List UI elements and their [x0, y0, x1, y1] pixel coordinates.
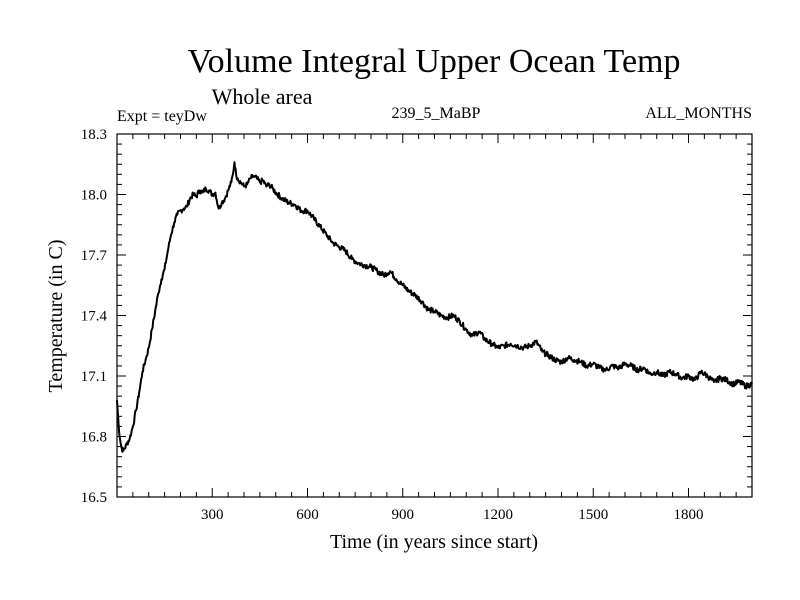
plot-frame — [116, 133, 753, 498]
chart-title: Volume Integral Upper Ocean Temp — [188, 43, 681, 80]
x-tick-label: 1800 — [674, 507, 704, 523]
x-axis-ticks: 300 600 900 1200 1500 1800 — [201, 134, 704, 523]
y-axis-label: Temperature (in C) — [45, 240, 67, 393]
run-label: 239_5_MaBP — [392, 105, 481, 122]
x-axis-label: Time (in years since start) — [330, 531, 538, 553]
y-tick-label: 17.7 — [81, 248, 108, 264]
x-tick-label: 1500 — [578, 507, 608, 523]
y-tick-label: 18.3 — [81, 127, 107, 143]
series-line — [116, 161, 753, 453]
y-tick-label: 17.1 — [81, 369, 107, 385]
y-tick-label: 17.4 — [81, 309, 108, 325]
y-tick-label: 18.0 — [81, 188, 107, 204]
x-tick-label: 900 — [392, 507, 415, 523]
x-tick-label: 600 — [296, 507, 319, 523]
period-label: ALL_MONTHS — [645, 105, 752, 122]
y-tick-label: 16.8 — [81, 430, 107, 446]
minor-ticks — [117, 134, 752, 497]
x-tick-label: 300 — [201, 507, 224, 523]
expt-label: Expt = teyDw — [117, 108, 207, 125]
y-axis-ticks: 16.5 16.8 17.1 17.4 17.7 18.0 18.3 — [81, 127, 752, 506]
x-tick-label: 1200 — [483, 507, 513, 523]
chart-subtitle: Whole area — [212, 84, 313, 109]
y-tick-label: 16.5 — [81, 490, 107, 506]
